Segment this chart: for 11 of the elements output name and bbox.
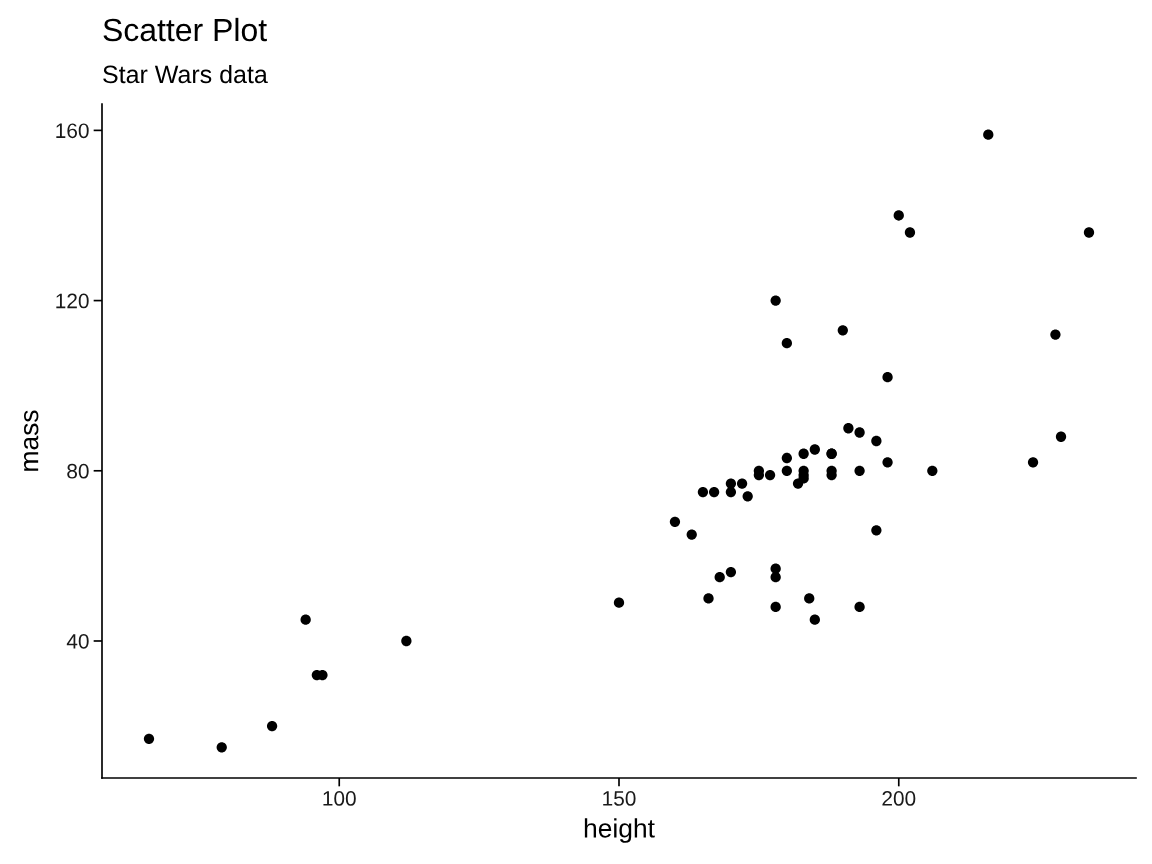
- x-axis-title: height: [584, 818, 655, 843]
- x-tick-label: 150: [603, 791, 636, 806]
- chart-subtitle: Star Wars data: [103, 64, 268, 84]
- y-tick-label: 120: [56, 293, 89, 309]
- x-tick-label: 100: [323, 791, 356, 806]
- x-tick-label: 200: [882, 791, 916, 806]
- y-tick-label: 40: [66, 633, 89, 649]
- chart-title: Scatter Plot: [103, 17, 267, 42]
- y-tick-label: 160: [56, 123, 89, 139]
- y-tick-label: 80: [67, 463, 89, 479]
- y-axis-title: mass: [23, 410, 39, 471]
